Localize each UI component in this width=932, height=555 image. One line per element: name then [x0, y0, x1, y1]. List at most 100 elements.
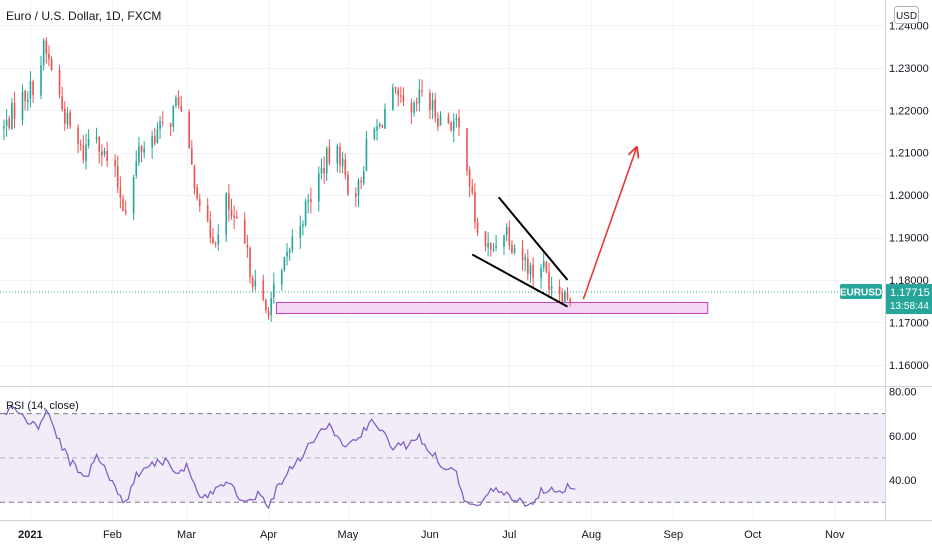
candle-up — [11, 103, 13, 130]
candle-down — [437, 118, 439, 127]
candle-down — [101, 151, 103, 156]
candle-up — [307, 199, 310, 202]
candle-up — [564, 291, 566, 303]
candle-down — [339, 146, 341, 165]
symbol-text: EURUSD — [840, 288, 882, 299]
candle-down — [32, 81, 34, 96]
candle-down — [251, 277, 254, 288]
candle-up — [524, 257, 526, 261]
candle-up — [542, 261, 545, 268]
last-price-label: EURUSD 1.17715 13:58:44 — [840, 284, 932, 315]
symbol-tag — [840, 284, 882, 300]
candle-down — [198, 199, 201, 206]
candle-down — [235, 216, 238, 219]
candle-down — [196, 187, 198, 199]
candle-down — [114, 160, 116, 167]
candle-up — [302, 224, 304, 227]
candle-down — [328, 146, 331, 164]
candle-down — [228, 193, 230, 210]
wedge-upper-line — [497, 196, 569, 281]
candle-down — [45, 40, 48, 54]
candle-down — [489, 243, 492, 250]
candle-down — [450, 123, 452, 130]
candle-down — [558, 286, 561, 294]
candle-up — [5, 119, 8, 126]
candle-down — [124, 210, 127, 213]
candle-down — [474, 191, 476, 223]
candle-down — [177, 97, 180, 106]
candle-up — [362, 171, 365, 184]
price-axis[interactable]: 1.240001.230001.220001.210001.200001.190… — [889, 20, 929, 371]
candle-down — [561, 293, 564, 302]
candle-up — [254, 280, 257, 287]
candle-down — [447, 116, 450, 124]
candle-down — [400, 95, 402, 97]
candle-down — [50, 59, 53, 71]
price-tick-label: 1.21000 — [889, 148, 929, 160]
candle-up — [384, 108, 386, 129]
forecast-arrow — [582, 148, 636, 300]
candle-up — [378, 123, 381, 127]
candle-up — [540, 268, 542, 278]
candle-up — [217, 234, 220, 245]
candle-down — [190, 147, 193, 165]
candle-down — [82, 145, 85, 161]
last-price-value: 1.17715 — [890, 287, 930, 299]
candle-up — [487, 243, 489, 248]
candle-up — [455, 118, 458, 121]
wedge-lower-line — [471, 253, 568, 308]
rsi-axis[interactable]: 80.00 60.00 40.00 — [889, 386, 917, 487]
candle-up — [550, 286, 553, 290]
candle-down — [323, 168, 325, 174]
time-tick-label: Aug — [582, 529, 602, 541]
candle-down — [243, 219, 246, 244]
candle-up — [529, 265, 532, 275]
candle-down — [548, 271, 550, 291]
candles — [0, 37, 885, 322]
candle-down — [122, 198, 124, 211]
candle-down — [410, 102, 413, 113]
price-tick-label: 1.22000 — [889, 105, 929, 117]
candle-down — [569, 298, 571, 303]
candle-up — [42, 40, 45, 65]
rsi-band — [0, 413, 885, 503]
time-tick-label: Jul — [502, 529, 516, 541]
price-tick-label: 1.20000 — [889, 190, 929, 202]
candle-down — [397, 89, 400, 96]
candle-down — [58, 70, 61, 95]
candle-up — [87, 138, 90, 146]
candle-down — [98, 137, 101, 152]
time-tick-label: Apr — [260, 529, 277, 541]
candle-down — [169, 123, 172, 128]
chart-title: Euro / U.S. Dollar, 1D, FXCM — [6, 9, 161, 23]
candle-up — [320, 167, 323, 174]
candle-down — [527, 258, 529, 274]
candle-up — [143, 148, 146, 153]
price-tick-label: 1.16000 — [889, 360, 929, 372]
candle-up — [439, 114, 442, 126]
candle-up — [392, 87, 394, 110]
candle-up — [299, 226, 302, 238]
candle-down — [402, 95, 405, 102]
candle-down — [180, 106, 183, 112]
candle-up — [29, 81, 32, 99]
candle-up — [452, 120, 455, 131]
candle-up — [503, 235, 505, 247]
candle-up — [317, 173, 320, 202]
candle-up — [365, 138, 368, 171]
time-axis[interactable]: 2021 Feb Mar Apr May Jun Jul Aug Sep Oct Nov — [18, 529, 845, 541]
price-tick-label: 1.19000 — [889, 233, 929, 245]
candle-down — [434, 99, 437, 118]
candle-down — [212, 236, 214, 244]
candle-down — [77, 127, 79, 144]
candle-up — [66, 112, 69, 125]
candle-down — [566, 291, 569, 299]
candle-up — [431, 100, 434, 110]
candle-up — [273, 283, 275, 298]
candle-down — [521, 248, 524, 261]
currency-button[interactable]: USD — [894, 6, 919, 24]
candle-down — [161, 122, 164, 124]
candle-up — [376, 126, 378, 131]
candle-up — [373, 129, 376, 140]
time-tick-label: Oct — [744, 529, 761, 541]
